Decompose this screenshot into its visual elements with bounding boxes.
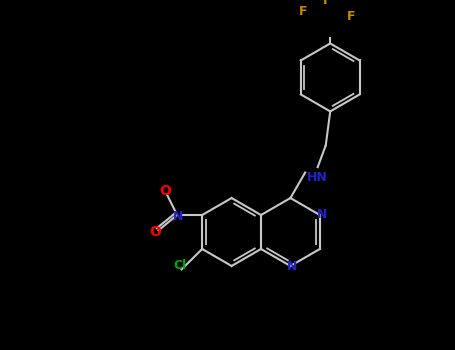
Text: F: F (347, 10, 355, 23)
Text: N: N (317, 208, 327, 220)
Text: O: O (159, 184, 171, 198)
Text: N: N (287, 260, 298, 273)
Text: HN: HN (307, 171, 328, 184)
Text: Cl: Cl (173, 259, 187, 272)
Text: N: N (173, 210, 183, 223)
Text: O: O (149, 225, 161, 239)
Text: F: F (298, 5, 307, 18)
Text: F: F (323, 0, 331, 7)
